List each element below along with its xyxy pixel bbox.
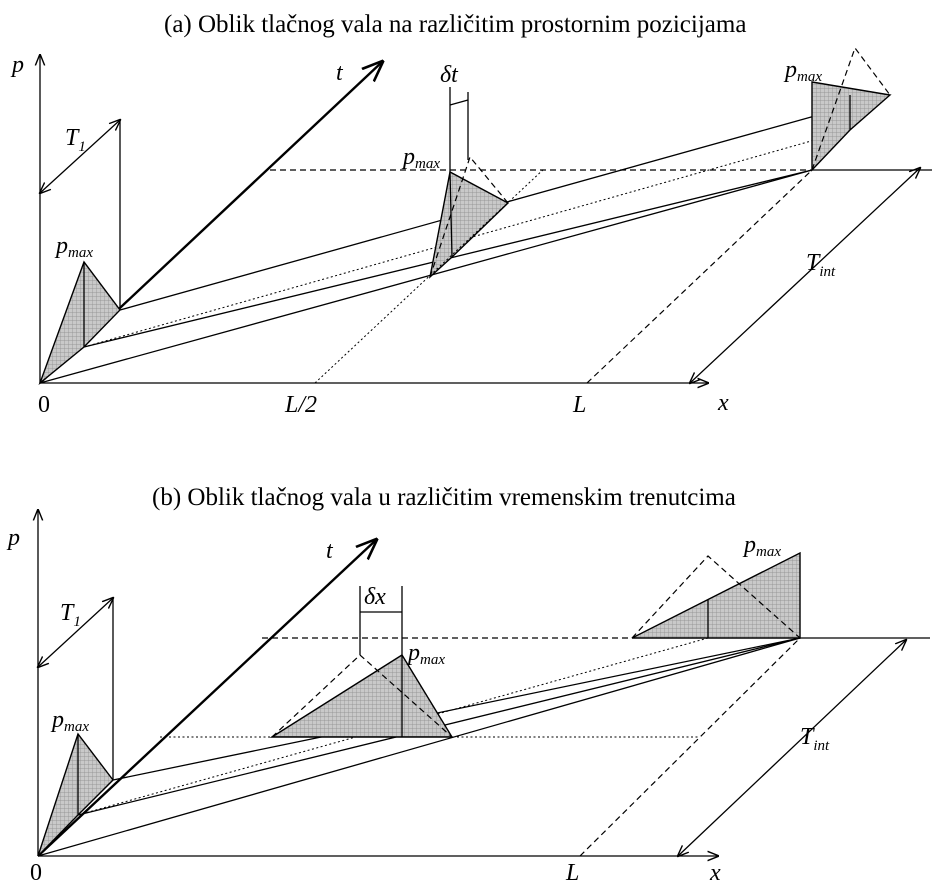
pulse-end-delayed [631,555,801,639]
pulse-half-delayed [429,155,509,278]
pmax-label-end: pmax [742,532,781,560]
pulse-end [811,81,892,172]
x-axis-label: x [709,860,721,883]
tint-dimension [690,168,920,383]
panel-a-title: (a) Oblik tlačnog vala na različitim pro… [164,11,746,38]
pmax-label-end: pmax [783,57,822,85]
delta-x-label: δx [364,584,386,610]
panel-b-title: (b) Oblik tlačnog vala u različitim vrem… [152,484,736,511]
origin-label: 0 [38,392,50,418]
peak-path [77,637,709,816]
tint-label: Tint [806,250,836,280]
t-axis-label: t [336,60,344,86]
p-axis-label: p [6,525,20,551]
pulse-end-delayed [811,46,891,171]
length-label: L [565,860,579,883]
pulse-middle [269,654,454,738]
tint-dimension [678,640,906,856]
delta-t-dimension [449,99,469,106]
t1-label: T1 [60,600,81,630]
half-projection [314,167,546,384]
pmax-label-middle: pmax [406,640,445,668]
t-axis [37,540,376,857]
length-label: L [572,392,586,418]
t1-dimension [40,120,120,193]
panel-b: (b) Oblik tlačnog vala u različitim vrem… [6,484,930,883]
length-projection [586,169,813,384]
t1-dimension [38,598,113,667]
pmax-label-origin: pmax [54,233,93,261]
pulse-end [631,551,801,639]
t-axis-label: t [326,538,334,564]
delta-t-label: δt [440,62,459,88]
t1-label: T1 [65,125,86,155]
p-axis-label: p [10,52,24,78]
front-line [37,637,801,857]
panel-a: (a) Oblik tlačnog vala na različitim pro… [10,11,932,418]
half-length-label: L/2 [284,392,317,418]
pmax-label-origin: pmax [50,707,89,735]
pulse-half [428,170,510,279]
front-line [39,169,813,384]
pmax-label-half: pmax [401,144,440,172]
length-projection [579,637,801,857]
origin-label: 0 [30,860,42,883]
tint-label: Tint [800,724,830,754]
x-axis-label: x [717,390,729,416]
